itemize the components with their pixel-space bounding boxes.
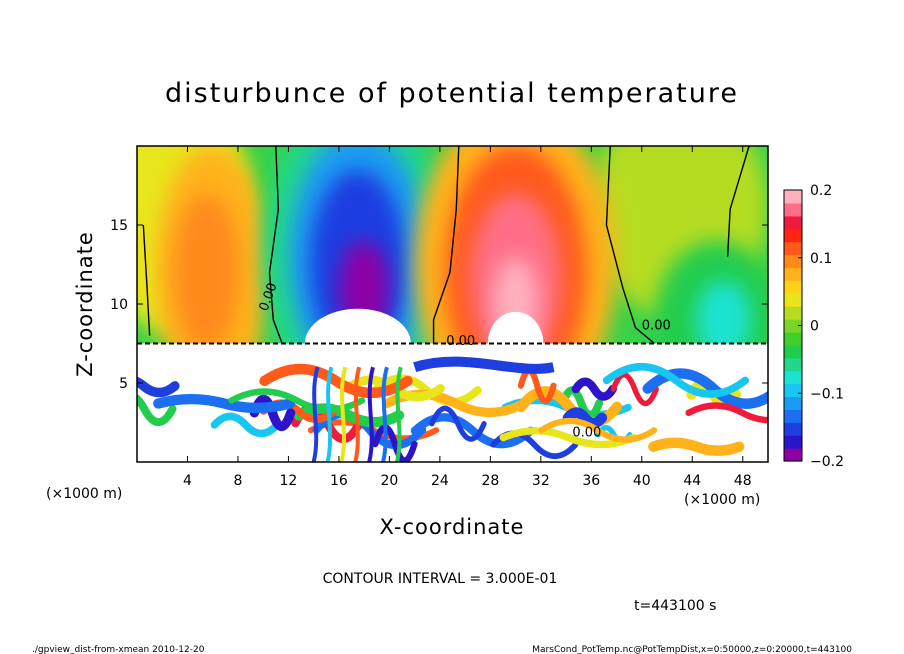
lower-layer: [137, 343, 768, 462]
x-unit-left: (×1000 m): [46, 486, 122, 502]
contour-line: [432, 146, 460, 344]
colorbar-tick-label: 0: [810, 319, 819, 335]
turbulence-band: [562, 407, 608, 429]
x-tick-label: 24: [431, 473, 449, 489]
x-tick-label: 20: [380, 473, 398, 489]
plot-area: 0.000.000.000.00: [137, 146, 768, 462]
turbulence-band: [558, 386, 604, 420]
y-tick-label: 10: [110, 297, 128, 313]
colorbar-segment: [784, 215, 802, 230]
x-axis-label: X-coordinate: [380, 515, 525, 539]
x-tick-label: 36: [582, 473, 600, 489]
x-axis: 4 8 12 16 20 24 28 32 36 40 44 48: [183, 146, 752, 489]
field-blob: [696, 280, 752, 360]
colorbar-segment: [784, 409, 802, 423]
turbulence-band: [538, 417, 658, 443]
x-tick-label: 4: [183, 473, 192, 489]
turbulence-streak: [353, 366, 362, 462]
contour-line: [726, 146, 750, 257]
turbulence-band: [429, 405, 487, 442]
footer-right: MarsCond_PotTemp.nc@PotTempDist,x=0:5000…: [532, 645, 852, 654]
colorbar: 0.2 0.1 0 −0.1 −0.2: [783, 183, 844, 470]
colorbar-segment: [784, 306, 802, 320]
turbulence-streak: [339, 366, 348, 462]
x-tick-label: 16: [330, 473, 348, 489]
colorbar-tick-label: −0.1: [810, 386, 844, 402]
time-label: t=443100 s: [634, 598, 716, 614]
y-axis-label: Z-coordinate: [73, 231, 97, 377]
colorbar-segment: [784, 202, 802, 217]
y-tick-label: 15: [110, 218, 128, 234]
turbulence-band: [259, 363, 413, 398]
contour-lines: 0.000.000.000.00: [137, 146, 768, 441]
x-tick-label: 28: [481, 473, 499, 489]
y-tick-label: 5: [119, 376, 128, 392]
turbulence-band: [249, 394, 296, 432]
chart-title: disturbunce of potential temperature: [165, 78, 739, 109]
contour-line: [605, 146, 655, 345]
turbulence-band: [137, 393, 177, 427]
y-axis: 5 10 15: [110, 218, 768, 392]
field-blob: [173, 193, 240, 352]
colorbar-segment: [784, 396, 802, 410]
turbulence-streak: [367, 366, 375, 462]
colorbar-segment: [784, 293, 802, 307]
colorbar-segment: [784, 190, 802, 204]
colorbar-segment: [784, 267, 802, 281]
contour-line: [142, 224, 151, 336]
contour-label: 0.00: [642, 318, 671, 333]
colorbar-tick-label: 0.2: [810, 183, 832, 199]
turbulence-streak: [311, 366, 320, 462]
colorbar-segment: [784, 422, 802, 436]
contour-line: [268, 146, 283, 344]
turbulence-streak: [381, 366, 389, 462]
x-tick-label: 12: [280, 473, 298, 489]
colorbar-segment: [784, 228, 802, 243]
x-unit-right: (×1000 m): [684, 492, 760, 508]
turbulence-band: [153, 393, 296, 414]
colorbar-tick-label: −0.2: [810, 454, 844, 470]
turbulence-band: [137, 376, 180, 398]
colorbar-segment: [784, 357, 802, 372]
turbulence-band: [571, 377, 617, 401]
turbulence-band: [602, 363, 750, 398]
contour-label: 0.00: [446, 334, 475, 349]
turbulence-band: [372, 424, 418, 462]
x-tick-label: 44: [683, 473, 701, 489]
x-tick-label: 32: [532, 473, 550, 489]
colorbar-tick-label: 0.1: [810, 251, 832, 267]
turbulence-band: [210, 412, 281, 438]
colorbar-segment: [784, 319, 802, 333]
turbulence-band: [499, 427, 638, 449]
turbulence-band: [610, 372, 659, 407]
colorbar-segment: [784, 241, 802, 256]
colorbar-segment: [784, 344, 802, 359]
colorbar-segment: [784, 331, 802, 346]
colorbar-segment: [784, 448, 802, 462]
x-tick-label: 40: [633, 473, 651, 489]
contour-interval: CONTOUR INTERVAL = 3.000E-01: [323, 571, 558, 587]
footer-left: ./gpview_dist-from-xmean 2010-12-20: [32, 645, 205, 654]
colorbar-segment: [784, 435, 802, 449]
turbulence-streak: [325, 366, 334, 462]
colorbar-segment: [784, 280, 802, 294]
turbulence-band: [413, 356, 555, 374]
turbulence-band: [685, 402, 768, 424]
turbulence-band: [648, 437, 745, 456]
turbulence-streak: [395, 366, 403, 462]
colorbar-segment: [784, 254, 802, 269]
x-tick-label: 8: [233, 473, 242, 489]
contour-label: 0.00: [572, 426, 601, 441]
x-tick-label: 48: [734, 473, 752, 489]
colorbar-segment: [784, 383, 802, 398]
colorbar-segment: [784, 370, 802, 385]
